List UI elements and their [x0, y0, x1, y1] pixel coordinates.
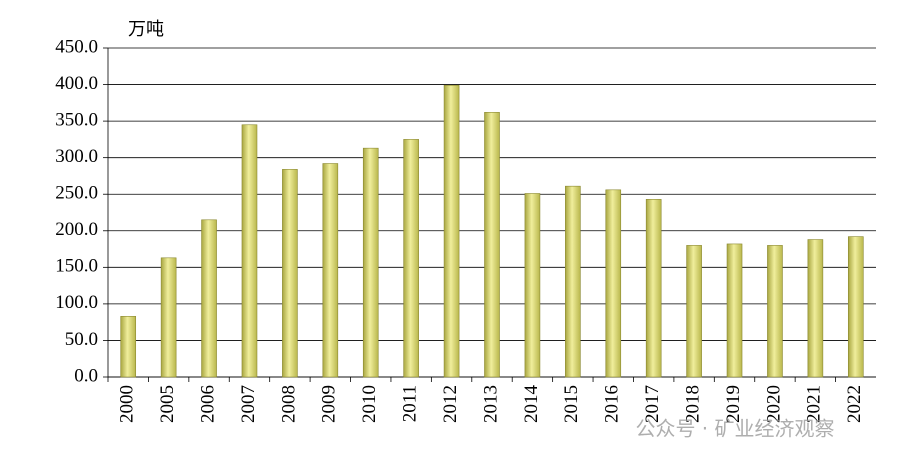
bar: [565, 185, 581, 378]
x-tick-label: 2018: [682, 385, 703, 423]
y-tick-label: 300.0: [55, 146, 98, 167]
bar: [403, 139, 419, 378]
bar: [443, 84, 460, 378]
y-tick-label: 150.0: [55, 256, 98, 277]
bar: [524, 193, 541, 378]
x-tick-label: 2008: [278, 385, 299, 423]
unit-label: 万吨: [128, 19, 164, 40]
x-tick-label: 2013: [480, 385, 501, 423]
y-tick-label: 400.0: [55, 73, 98, 94]
x-tick-label: 2012: [440, 385, 461, 423]
x-tick-label: 2017: [642, 385, 663, 423]
x-tick-label: 2016: [602, 385, 623, 423]
bar: [241, 124, 258, 378]
x-tick-label: 2011: [400, 385, 421, 422]
x-tick-label: 2000: [117, 385, 138, 423]
y-tick-label: 450.0: [55, 36, 98, 57]
bar: [201, 219, 217, 378]
x-tick-label: 2009: [319, 385, 340, 423]
bar: [362, 147, 379, 378]
y-tick-label: 100.0: [55, 292, 98, 313]
x-tick-label: 2005: [157, 385, 178, 423]
bar: [847, 236, 864, 378]
bar: [282, 169, 298, 378]
bar: [322, 163, 339, 378]
bar: [484, 112, 500, 378]
bar: [686, 245, 702, 378]
bar: [605, 189, 622, 378]
y-tick-label: 250.0: [55, 183, 98, 204]
bar: [645, 199, 662, 378]
y-tick-label: 350.0: [55, 109, 98, 130]
y-tick-label: 0.0: [74, 365, 98, 386]
bar: [767, 245, 783, 378]
bar: [726, 243, 743, 378]
x-tick-label: 2006: [197, 385, 218, 423]
x-tick-label: 2021: [804, 385, 825, 423]
x-tick-label: 2022: [844, 385, 865, 423]
bar: [120, 316, 137, 378]
x-tick-label: 2020: [763, 385, 784, 423]
x-tick-label: 2007: [238, 385, 259, 423]
y-tick-label: 50.0: [65, 329, 98, 350]
x-tick-label: 2019: [723, 385, 744, 423]
x-tick-label: 2014: [521, 385, 542, 424]
bar: [160, 257, 177, 378]
x-tick-label: 2015: [561, 385, 582, 423]
watermark: 公众号 · 矿业经济观察: [635, 417, 834, 441]
bar: [807, 239, 824, 378]
y-tick-label: 200.0: [55, 219, 98, 240]
x-tick-label: 2010: [359, 385, 380, 423]
